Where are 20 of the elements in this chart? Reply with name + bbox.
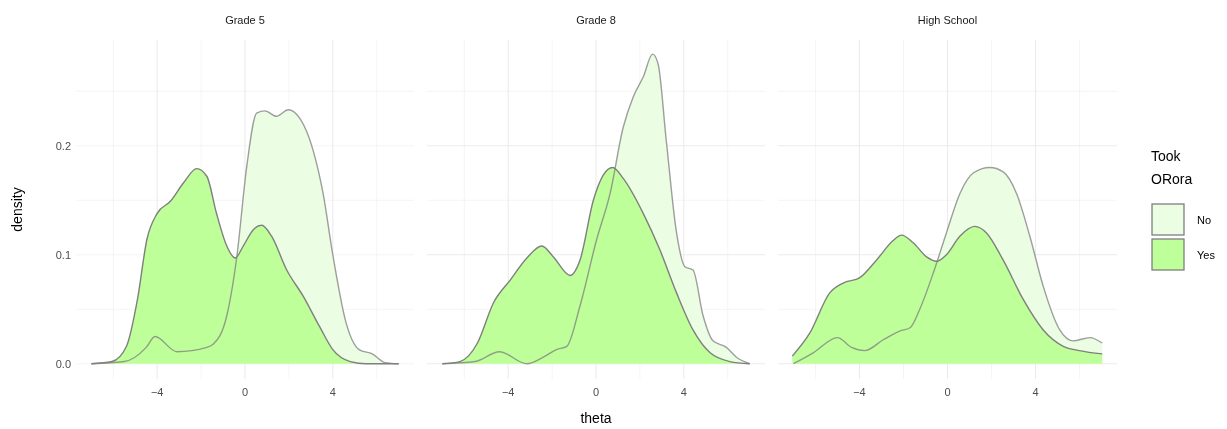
y-tick-label: 0.2 (55, 139, 71, 152)
x-tick-label: −4 (150, 386, 164, 398)
x-tick-label: −4 (501, 386, 515, 398)
x-tick-label: −4 (853, 386, 866, 398)
text: Yes (1197, 249, 1216, 261)
y-axis-title: density (9, 187, 25, 232)
x-tick-label: 0 (944, 386, 951, 398)
text: No (1197, 214, 1212, 226)
chart-title: Grade 5 (225, 14, 265, 26)
y-tick-label: 0.0 (55, 357, 71, 370)
y-tick-label: 0.1 (55, 248, 71, 261)
legend-title: Took ORora (1151, 148, 1193, 187)
chart-title: High School (917, 14, 978, 26)
x-tick-label: 0 (592, 386, 600, 398)
x-tick-label: 4 (680, 386, 687, 398)
x-tick-label: 0 (241, 386, 249, 398)
x-axis-title: theta (580, 410, 612, 426)
x-tick-label: 4 (329, 386, 336, 398)
chart-title: Grade 8 (576, 14, 616, 26)
x-tick-label: 4 (1032, 386, 1039, 398)
